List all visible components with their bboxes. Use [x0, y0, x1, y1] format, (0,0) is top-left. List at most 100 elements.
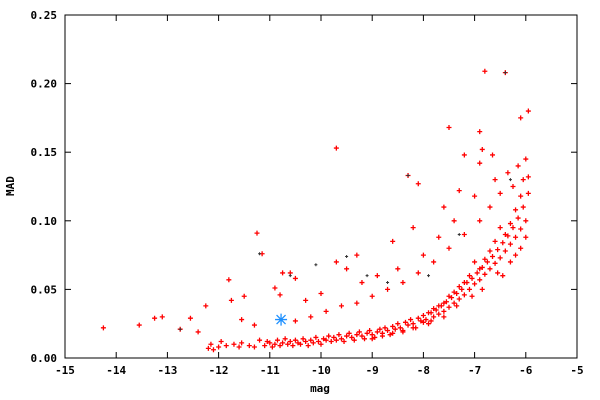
- data-point: [500, 273, 506, 279]
- data-point: [484, 259, 490, 265]
- data-point: [298, 341, 304, 347]
- data-point: [390, 238, 396, 244]
- data-point: [397, 325, 403, 331]
- data-point: [374, 273, 380, 279]
- y-tick-label: 0.00: [31, 352, 58, 365]
- data-point: [257, 337, 263, 343]
- data-point: [487, 248, 493, 254]
- data-point: [513, 207, 519, 213]
- data-point: [456, 188, 462, 194]
- data-point: [390, 323, 396, 329]
- data-point: [420, 252, 426, 258]
- data-point: [377, 326, 383, 332]
- data-point: [436, 234, 442, 240]
- data-point: [367, 328, 373, 334]
- data-point: [359, 280, 365, 286]
- data-point: [406, 174, 410, 178]
- data-point: [300, 336, 306, 342]
- data-point: [461, 280, 467, 286]
- data-point: [497, 190, 503, 196]
- data-point: [236, 344, 242, 350]
- data-point: [295, 340, 301, 346]
- x-tick-label: -14: [106, 364, 126, 377]
- data-point: [495, 270, 501, 276]
- data-point: [466, 273, 472, 279]
- data-point: [100, 325, 106, 331]
- data-point: [231, 341, 237, 347]
- data-point: [482, 256, 488, 262]
- data-point: [495, 247, 501, 253]
- data-point: [508, 178, 512, 182]
- data-point: [344, 333, 350, 339]
- data-point: [427, 274, 431, 278]
- data-point: [356, 329, 362, 335]
- data-point: [262, 343, 268, 349]
- data-point: [395, 266, 401, 272]
- data-point: [210, 347, 216, 353]
- data-point: [451, 289, 457, 295]
- data-point: [520, 177, 526, 183]
- data-point: [310, 340, 316, 346]
- data-point: [251, 322, 257, 328]
- data-point: [420, 312, 426, 318]
- data-point: [354, 300, 360, 306]
- data-point: [518, 245, 524, 251]
- data-point: [523, 156, 529, 162]
- x-tick-label: -10: [311, 364, 331, 377]
- data-point: [469, 293, 475, 299]
- data-point: [216, 344, 222, 350]
- data-point: [472, 281, 478, 287]
- data-point: [218, 339, 224, 345]
- data-point: [203, 303, 209, 309]
- data-point: [479, 286, 485, 292]
- data-point: [241, 293, 247, 299]
- data-point: [466, 286, 472, 292]
- data-point: [369, 293, 375, 299]
- data-point: [178, 327, 182, 331]
- data-point: [487, 266, 493, 272]
- data-point: [290, 343, 296, 349]
- data-point: [382, 325, 388, 331]
- data-point: [136, 322, 142, 328]
- data-point: [446, 245, 452, 251]
- data-point: [415, 315, 421, 321]
- data-point: [338, 336, 344, 342]
- x-tick-label: -12: [209, 364, 229, 377]
- data-point: [269, 344, 275, 350]
- data-point: [518, 226, 524, 232]
- data-point: [328, 339, 334, 345]
- data-point: [492, 238, 498, 244]
- data-point: [303, 297, 309, 303]
- data-points: [100, 68, 531, 353]
- data-point: [292, 275, 298, 281]
- data-point: [449, 295, 455, 301]
- data-point: [285, 341, 291, 347]
- data-point: [436, 303, 442, 309]
- data-point: [477, 277, 483, 283]
- data-point: [408, 317, 414, 323]
- data-point: [423, 317, 429, 323]
- data-point: [392, 326, 398, 332]
- data-point: [345, 254, 349, 258]
- x-tick-label: -9: [366, 364, 379, 377]
- data-point: [364, 330, 370, 336]
- data-point: [292, 337, 298, 343]
- data-point: [441, 314, 447, 320]
- data-point: [318, 341, 324, 347]
- data-point: [459, 286, 465, 292]
- data-point: [239, 340, 245, 346]
- data-point: [323, 308, 329, 314]
- data-point: [282, 336, 288, 342]
- data-point: [246, 343, 252, 349]
- y-tick-label: 0.05: [31, 283, 58, 296]
- data-point: [254, 230, 260, 236]
- data-point: [525, 190, 531, 196]
- data-point: [159, 314, 165, 320]
- data-point: [461, 232, 467, 238]
- data-point: [497, 225, 503, 231]
- data-point: [477, 218, 483, 224]
- data-point: [344, 266, 350, 272]
- data-point: [359, 333, 365, 339]
- data-point: [441, 308, 447, 314]
